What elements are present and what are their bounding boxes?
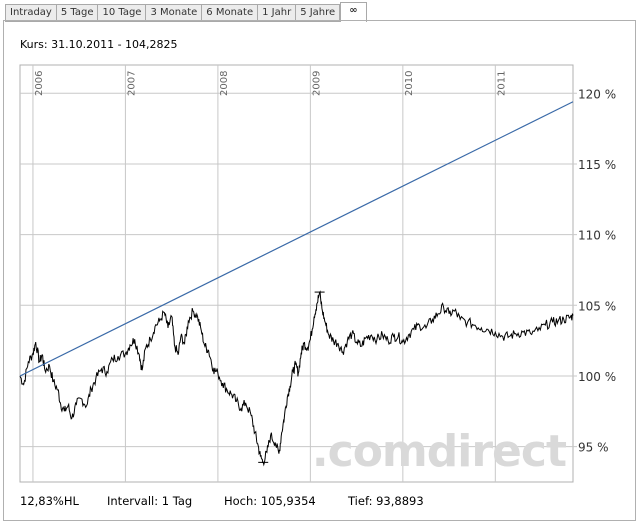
tab-2[interactable]: 10 Tage [97,4,146,22]
comdirect-watermark: .comdirect [312,426,567,477]
trend-line [19,101,574,377]
y-tick-label: 120 % [578,87,616,101]
tab-7[interactable]: ∞ [340,2,367,22]
tab-4[interactable]: 6 Monate [201,4,258,22]
tab-1[interactable]: 5 Tage [55,4,98,22]
x-tick-label: 2011 [496,71,507,96]
timeframe-tabs: Intraday 5 Tage 10 Tage 3 Monate 6 Monate 1 J… [5,2,367,22]
y-tick-label: 105 % [578,299,616,313]
plot-area [19,64,574,483]
x-tick-label: 2010 [404,71,415,96]
tab-5[interactable]: 1 Jahr [257,4,296,22]
footer-intervall: Intervall: 1 Tag [107,494,193,508]
x-tick-label: 2007 [126,71,137,96]
kurs-label: Kurs: 31.10.2011 - 104,2825 [20,38,178,51]
y-tick-label: 100 % [578,370,616,384]
tab-6[interactable]: 5 Jahre [295,4,341,22]
footer-hoch: Hoch: 105,9354 [224,494,316,508]
x-tick-label: 2009 [311,71,322,96]
chart-frame [3,20,636,521]
y-tick-label: 95 % [578,441,609,455]
tab-0[interactable]: Intraday [5,4,56,22]
y-tick-label: 110 % [578,229,616,243]
x-tick-label: 2008 [219,71,230,96]
price-line [19,290,574,467]
footer-hl: 12,83%HL [20,494,79,508]
tab-3[interactable]: 3 Monate [145,4,202,22]
footer-tief: Tief: 93,8893 [348,494,424,508]
y-tick-label: 115 % [578,158,616,172]
x-tick-label: 2006 [34,71,45,96]
